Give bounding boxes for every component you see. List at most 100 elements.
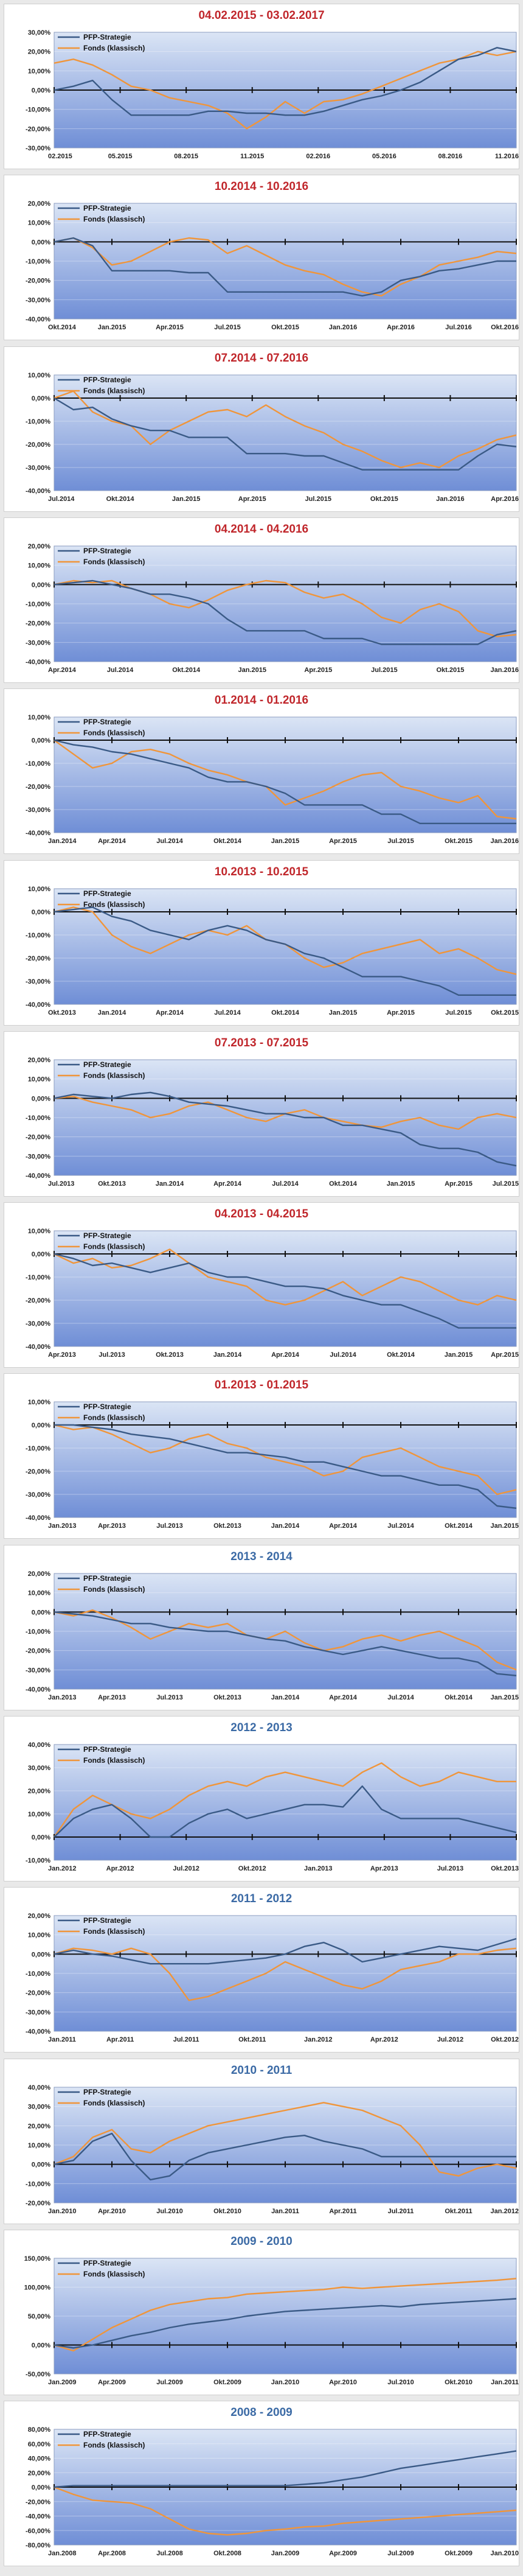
x-tick-label: Jan.2015: [271, 838, 299, 845]
y-tick-label: -40,00%: [26, 1172, 50, 1180]
y-tick-label: -20,00%: [26, 125, 50, 133]
y-tick-label: 20,00%: [28, 1788, 51, 1795]
y-tick-label: -10,00%: [26, 107, 50, 114]
chart-svg: 150,00% 100,00% 50,00% 0,00% -50,00%Jan.2009…: [24, 2255, 519, 2386]
x-tick-label: Okt.2014: [329, 1180, 358, 1188]
y-tick-label: -20,00%: [26, 620, 50, 628]
chart-panel: 2008 - 2009 80,00% 60,00% 40,00% 20,00% 0,00%…: [4, 2401, 519, 2567]
y-tick-label: 0,00%: [32, 2342, 50, 2349]
x-tick-label: Okt.2013: [98, 1180, 126, 1188]
series-line-fonds: [54, 237, 517, 297]
series-line-pfp: [54, 1611, 517, 1676]
y-tick-label: 0,00%: [32, 1422, 50, 1429]
y-tick-label: -30,00%: [26, 1153, 50, 1160]
y-tick-label: -40,00%: [26, 2028, 50, 2035]
x-tick-label: Jul.2013: [99, 1351, 125, 1359]
series-line-fonds: [54, 2487, 517, 2536]
legend-label-pfp: PFP-Strategie: [83, 2088, 131, 2096]
series-line-fonds: [54, 740, 517, 820]
chart-svg: 20,00% 10,00% 0,00% -10,00% -20,00% -30,00% -4…: [26, 1057, 519, 1188]
y-tick-label: -30,00%: [26, 807, 50, 814]
y-tick-label: -30,00%: [26, 297, 50, 304]
series-line-pfp: [54, 2450, 517, 2488]
x-tick-label: Jul.2014: [387, 1522, 414, 1530]
y-tick-label: 0,00%: [32, 1095, 50, 1102]
x-tick-label: Apr.2012: [106, 1865, 134, 1872]
x-tick-label: Jul.2012: [437, 2036, 463, 2043]
y-tick-label: 20,00%: [28, 543, 51, 550]
x-tick-label: Jul.2008: [156, 2550, 182, 2557]
x-tick-label: Apr.2015: [491, 1351, 519, 1359]
x-tick-label: Jan.2011: [491, 2379, 519, 2386]
y-tick-label: -10,00%: [26, 2180, 50, 2188]
x-tick-label: Jan.2013: [304, 1865, 332, 1872]
y-tick-label: -40,00%: [26, 316, 50, 323]
x-tick-label: Apr.2015: [238, 495, 266, 503]
x-tick-label: Apr.2009: [329, 2550, 357, 2557]
x-tick-label: Apr.2015: [156, 324, 184, 331]
x-tick-label: Okt.2013: [48, 1009, 76, 1017]
chart-title: 07.2014 - 07.2016: [214, 351, 309, 365]
y-tick-label: -30,00%: [26, 1491, 50, 1499]
y-tick-label: 10,00%: [28, 562, 51, 570]
chart-panel: 2013 - 2014 20,00% 10,00% 0,00% -10,00% -20,0…: [4, 1544, 519, 1710]
y-tick-label: -30,00%: [26, 978, 50, 985]
x-tick-label: Jan.2015: [445, 1351, 473, 1359]
x-tick-label: Jan.2015: [329, 1009, 357, 1017]
x-tick-label: Jan.2013: [48, 1694, 76, 1701]
y-tick-label: -60,00%: [26, 2527, 50, 2535]
x-tick-label: Jul.2015: [493, 1180, 519, 1188]
x-tick-label: Jan.2010: [491, 2550, 519, 2557]
x-tick-label: Jul.2014: [387, 1694, 414, 1701]
y-tick-label: 0,00%: [32, 581, 50, 589]
series-line-fonds: [54, 1424, 517, 1496]
x-tick-label: Okt.2015: [436, 667, 464, 674]
chart-panel: 07.2014 - 07.2016 10,00% 0,00% -10,00% -20,0…: [4, 346, 519, 512]
y-tick-label: 20,00%: [28, 2123, 51, 2130]
legend: PFP-Strategie Fonds (klassisch): [58, 718, 145, 737]
y-tick-label: -20,00%: [26, 1133, 50, 1141]
chart-title: 04.2014 - 04.2016: [214, 522, 309, 536]
series-line-pfp: [54, 1091, 517, 1167]
series-line-pfp: [54, 237, 516, 297]
series-line-fonds: [54, 51, 517, 130]
legend-label-pfp: PFP-Strategie: [83, 1745, 131, 1754]
plot-area: [54, 1915, 517, 2032]
x-tick-label: Apr.2013: [48, 1351, 76, 1359]
x-tick-label: Apr.2014: [329, 1522, 358, 1530]
chart-title: 10.2013 - 10.2015: [214, 865, 309, 878]
chart-title: 2008 - 2009: [230, 2406, 293, 2420]
x-tick-label: Jan.2011: [271, 2208, 299, 2215]
series-line-pfp: [54, 1785, 517, 1838]
x-tick-label: Jul.2014: [214, 1009, 241, 1017]
y-tick-label: -40,00%: [26, 1686, 50, 1693]
chart-panel: 04.02.2015 - 03.02.2017 30,00% 20,00% 10,00…: [4, 4, 519, 169]
x-tick-label: Jan.2016: [436, 495, 464, 503]
x-tick-label: Okt.2014: [387, 1351, 415, 1359]
plot-area: [54, 374, 517, 491]
y-tick-label: 0,00%: [32, 395, 50, 402]
x-tick-label: Apr.2010: [329, 2379, 357, 2386]
chart-panel: 10.2014 - 10.2016 20,00% 10,00% 0,00% -10,00…: [4, 175, 519, 341]
x-tick-label: Okt.2016: [491, 324, 519, 331]
legend: PFP-Strategie Fonds (klassisch): [58, 2430, 145, 2449]
x-tick-label: Apr.2014: [213, 1180, 242, 1188]
y-tick-label: 0,00%: [32, 87, 50, 94]
x-tick-label: Apr.2011: [329, 2208, 356, 2215]
legend-label-fonds: Fonds (klassisch): [83, 729, 145, 737]
x-tick-label: Apr.2014: [156, 1009, 184, 1017]
chart-panel: 04.2014 - 04.2016 20,00% 10,00% 0,00% -10,00…: [4, 517, 519, 683]
x-tick-label: Jul.2015: [371, 667, 397, 674]
y-tick-label: 10,00%: [28, 1228, 51, 1235]
legend-label-fonds: Fonds (klassisch): [83, 1756, 145, 1765]
chart-svg: 20,00% 10,00% 0,00% -10,00% -20,00% -30,00% -4…: [26, 1913, 519, 2043]
y-tick-label: -40,00%: [26, 1514, 50, 1522]
legend-label-fonds: Fonds (klassisch): [83, 1927, 145, 1936]
y-tick-label: 10,00%: [28, 68, 51, 75]
x-tick-label: Okt.2013: [156, 1351, 184, 1359]
x-tick-label: Apr.2011: [106, 2036, 134, 2043]
y-tick-label: -30,00%: [26, 1667, 50, 1674]
y-tick-label: 10,00%: [28, 1589, 51, 1597]
series-line-fonds: [54, 2277, 517, 2352]
